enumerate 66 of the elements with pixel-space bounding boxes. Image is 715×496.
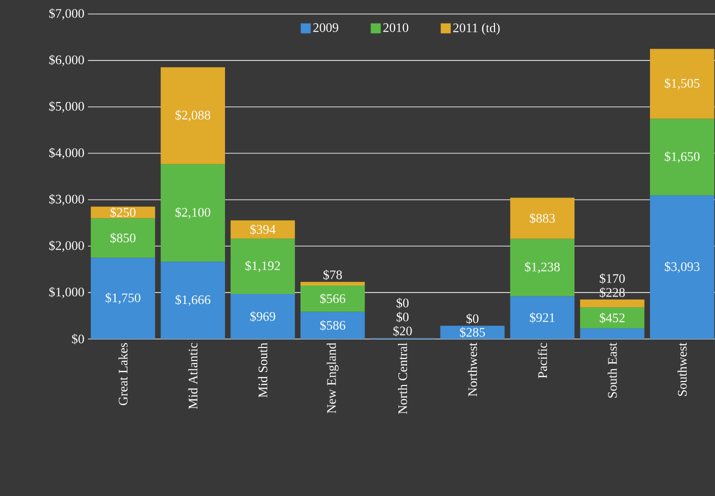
data-label: $586 bbox=[320, 320, 346, 331]
y-tick-label: $4,000 bbox=[49, 148, 84, 159]
bar bbox=[510, 238, 575, 296]
legend-label: 2009 bbox=[313, 23, 338, 32]
bar bbox=[510, 296, 575, 339]
x-tick-label: North Central bbox=[398, 342, 408, 414]
bar bbox=[230, 294, 295, 339]
bar bbox=[580, 300, 644, 308]
data-label: $78 bbox=[323, 270, 342, 280]
data-label: $1,650 bbox=[664, 151, 700, 163]
x-tick-label: Pacific bbox=[538, 342, 547, 378]
data-label: $394 bbox=[250, 224, 276, 235]
y-tick-label: $0 bbox=[72, 334, 84, 344]
data-label: $0 bbox=[466, 314, 478, 324]
data-label: $1,505 bbox=[664, 78, 700, 90]
bar bbox=[90, 258, 156, 339]
data-label: $452 bbox=[600, 312, 625, 324]
data-label: $921 bbox=[530, 312, 555, 323]
bar bbox=[650, 118, 714, 196]
bar bbox=[90, 218, 156, 258]
legend-label: 2011 (td) bbox=[453, 23, 500, 35]
data-label: $250 bbox=[110, 207, 136, 218]
bar bbox=[160, 67, 226, 164]
bar bbox=[580, 307, 644, 328]
x-tick-label: Great Lakes bbox=[118, 343, 128, 406]
y-tick-label: $5,000 bbox=[49, 101, 84, 113]
y-tick-label: $1,000 bbox=[49, 286, 84, 298]
x-tick-label: South East bbox=[608, 342, 617, 398]
x-tick-label: Northwest bbox=[468, 342, 478, 396]
data-label: $883 bbox=[530, 213, 555, 224]
y-tick-label: $3,000 bbox=[49, 194, 84, 206]
bar bbox=[230, 220, 295, 239]
data-label: $969 bbox=[250, 311, 276, 322]
bar bbox=[580, 328, 644, 339]
data-label: $1,192 bbox=[245, 260, 280, 272]
y-tick-label: $2,000 bbox=[49, 240, 84, 252]
data-label: $170 bbox=[600, 273, 625, 284]
bar bbox=[90, 206, 156, 218]
data-label: $0 bbox=[396, 312, 409, 322]
data-label: $20 bbox=[393, 326, 412, 336]
legend-label: 2010 bbox=[383, 23, 408, 32]
y-tick-label: $6,000 bbox=[49, 54, 84, 66]
bar bbox=[650, 48, 714, 119]
data-label: $285 bbox=[460, 327, 485, 338]
data-label: $850 bbox=[110, 232, 136, 244]
bar bbox=[510, 198, 575, 239]
data-label: $566 bbox=[320, 293, 346, 304]
data-label: $3,093 bbox=[664, 261, 700, 273]
bar bbox=[230, 238, 295, 294]
data-label: $1,666 bbox=[176, 294, 210, 306]
bar bbox=[160, 262, 226, 339]
x-tick-label: New England bbox=[326, 342, 339, 414]
x-tick-label: Mid South bbox=[258, 342, 268, 398]
bar bbox=[300, 282, 365, 286]
data-label: $1,238 bbox=[525, 262, 560, 274]
bar bbox=[650, 195, 714, 339]
bar bbox=[300, 312, 365, 339]
x-tick-label: Mid Atlantic bbox=[188, 342, 198, 409]
data-label: $0 bbox=[396, 298, 409, 308]
data-label: $2,088 bbox=[176, 110, 210, 122]
data-label: $1,750 bbox=[106, 292, 140, 304]
data-label: $2,100 bbox=[176, 207, 210, 219]
y-tick-label: $7,000 bbox=[49, 8, 84, 20]
bar bbox=[300, 286, 365, 312]
x-tick-label: Southwest bbox=[678, 342, 687, 396]
bar bbox=[160, 164, 226, 262]
